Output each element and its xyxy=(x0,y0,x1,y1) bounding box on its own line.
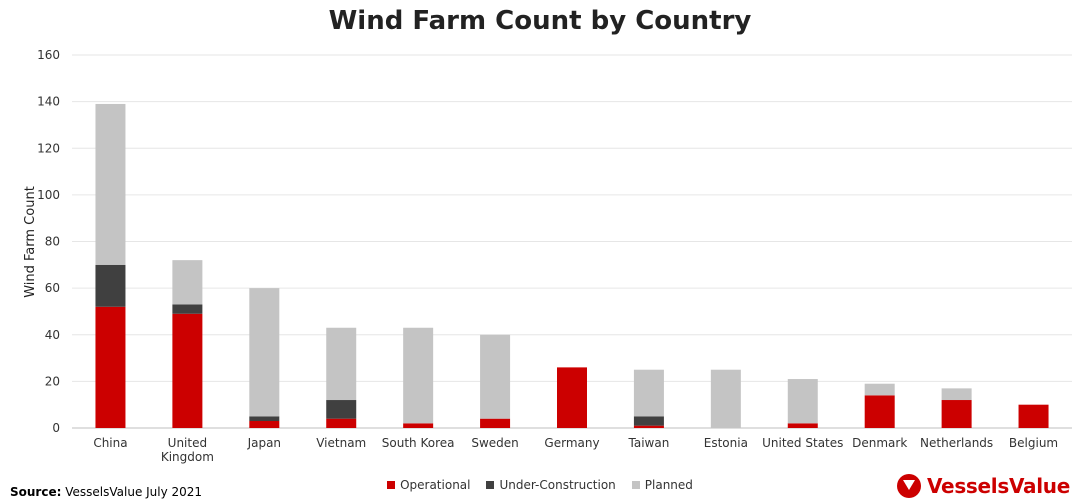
bar-united-states-planned xyxy=(787,379,818,424)
bar-netherlands-operational xyxy=(941,400,972,428)
bar-united-kingdom-operational xyxy=(172,313,203,428)
source-label: Source: xyxy=(10,485,62,499)
y-tick-label: 0 xyxy=(52,421,60,435)
x-tick-label: Germany xyxy=(544,436,599,450)
bar-south-korea-operational xyxy=(403,423,434,428)
vesselsvalue-logo-icon xyxy=(896,474,921,498)
x-tick-label: United States xyxy=(762,436,843,450)
bar-vietnam-operational xyxy=(326,418,357,428)
bar-sweden-operational xyxy=(480,418,511,428)
bar-layer xyxy=(95,103,1049,428)
bar-taiwan-operational xyxy=(633,425,664,428)
bar-china-operational xyxy=(95,306,126,428)
y-axis-label: Wind Farm Count xyxy=(23,186,38,298)
x-tick-label: Sweden xyxy=(471,436,518,450)
legend-item-planned: Planned xyxy=(631,478,693,492)
bar-united-kingdom-planned xyxy=(172,260,203,305)
bar-belgium-operational xyxy=(1018,404,1049,428)
y-tick-label: 120 xyxy=(37,141,60,155)
bar-japan-operational xyxy=(249,421,280,428)
bar-denmark-planned xyxy=(864,383,895,396)
x-tick-label: Japan xyxy=(247,436,281,450)
bar-united-kingdom-under-construction xyxy=(172,304,203,314)
legend-label-planned: Planned xyxy=(644,478,693,492)
y-tick-label: 20 xyxy=(45,374,60,388)
bar-germany-operational xyxy=(557,367,587,428)
x-tick-label: Vietnam xyxy=(316,436,366,450)
legend: Operational Under-Construction Planned xyxy=(0,478,1080,492)
x-tick-label: Netherlands xyxy=(920,436,993,450)
legend-swatch-under-construction xyxy=(486,481,495,489)
bar-china-under-construction xyxy=(95,264,126,307)
x-tick-label: Taiwan xyxy=(628,436,670,450)
bar-japan-under-construction xyxy=(249,416,280,422)
bar-china-planned xyxy=(95,103,126,265)
y-tick-label: 160 xyxy=(37,48,60,62)
bar-estonia-planned xyxy=(710,369,741,428)
legend-label-under-construction: Under-Construction xyxy=(499,478,616,492)
source-note: Source: VesselsValue July 2021 xyxy=(10,485,202,499)
x-tick-label: South Korea xyxy=(382,436,455,450)
x-tick-label: Belgium xyxy=(1009,436,1058,450)
axis-layer: 0 20 40 60 80 100 120 140 160 China United Kingdom J… xyxy=(37,48,1058,464)
legend-label-operational: Operational xyxy=(400,478,471,492)
x-tick-label: United Kingdom xyxy=(161,436,214,464)
bar-south-korea-planned xyxy=(403,327,434,424)
legend-swatch-planned xyxy=(631,481,640,489)
bar-sweden-planned xyxy=(480,334,511,419)
legend-item-under-construction: Under-Construction xyxy=(486,478,616,492)
x-tick-label: Estonia xyxy=(704,436,748,450)
y-tick-label: 80 xyxy=(45,235,60,249)
x-tick-label: Denmark xyxy=(852,436,907,450)
bar-taiwan-under-construction xyxy=(633,416,664,426)
x-tick-label: China xyxy=(93,436,127,450)
bar-netherlands-planned xyxy=(941,388,972,401)
bar-vietnam-under-construction xyxy=(326,400,357,419)
bar-denmark-operational xyxy=(864,395,895,428)
vesselsvalue-logo: VesselsValue xyxy=(896,474,1070,498)
bar-japan-planned xyxy=(249,288,280,417)
legend-item-operational: Operational xyxy=(387,478,470,492)
y-tick-label: 140 xyxy=(37,95,60,109)
bar-vietnam-planned xyxy=(326,327,357,401)
bar-taiwan-planned xyxy=(633,369,664,417)
chart-title: Wind Farm Count by Country xyxy=(328,6,752,36)
logo-text: VesselsValue xyxy=(926,474,1070,498)
y-tick-label: 40 xyxy=(45,328,60,342)
legend-swatch-operational xyxy=(387,481,396,489)
y-tick-label: 100 xyxy=(37,188,60,202)
y-tick-label: 60 xyxy=(45,281,60,295)
bar-united-states-operational xyxy=(787,423,818,428)
source-text: VesselsValue July 2021 xyxy=(65,485,203,499)
